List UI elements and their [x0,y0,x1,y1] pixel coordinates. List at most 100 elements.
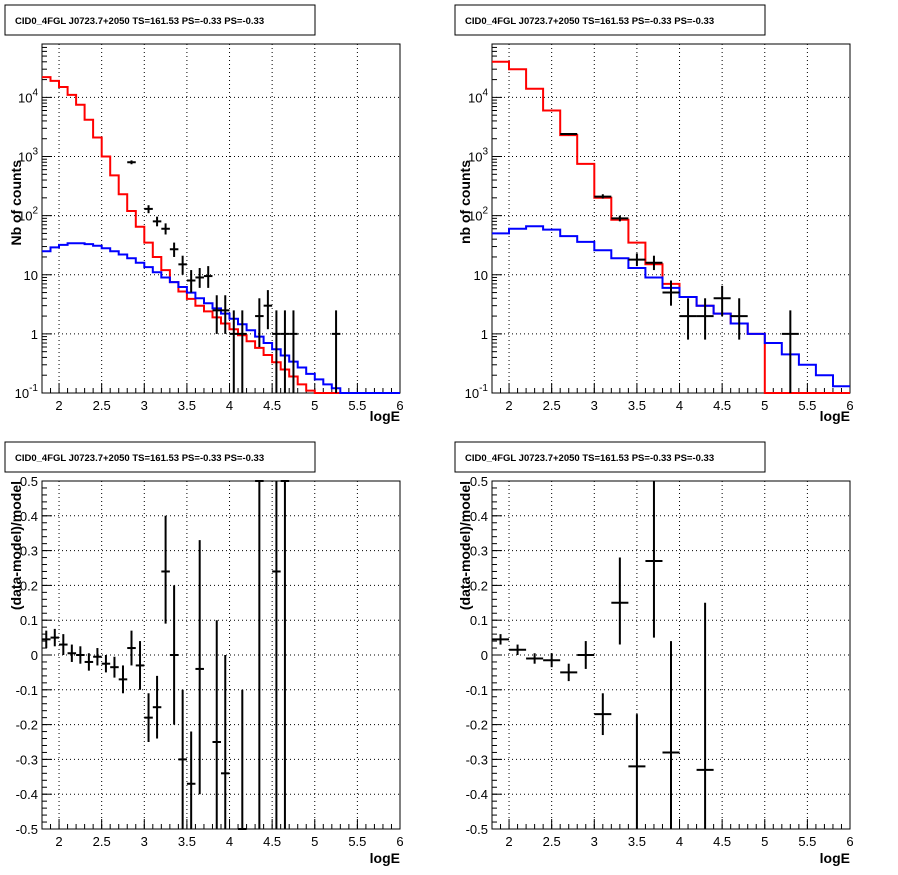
plot-frame [41,43,401,394]
x-tick-label: 5 [311,834,318,849]
y-tick-label: 0.4 [470,509,488,524]
y-tick-label: 10 [474,268,488,283]
x-tick-label: 4.5 [263,398,281,413]
y-tick-label: -0.1 [466,683,488,698]
data-point [628,714,646,829]
x-tick-label: 3.5 [628,398,646,413]
y-tick-label: 102 [18,206,38,224]
x-axis-label: logE [820,408,850,424]
data-point [67,644,77,662]
y-tick-label: 0.2 [470,578,488,593]
data-point [127,160,136,165]
y-tick-label: 103 [18,147,38,165]
data-point [280,480,290,829]
data-point [594,693,612,736]
data-point [76,646,85,664]
data-point [59,634,68,655]
data-point [229,310,239,393]
data-point [186,270,196,293]
y-tick-label: 0 [481,648,488,663]
data-point [272,481,281,829]
chart-title: CID0_4FGL J0723.7+2050 TS=161.53 PS=-0.3… [465,16,714,27]
data-point [238,689,247,830]
x-tick-label: 4 [676,834,683,849]
y-tick-label: 0.5 [20,474,38,489]
data-point [84,653,94,671]
x-tick-label: 2 [55,834,62,849]
x-tick-label: 4.5 [713,398,731,413]
y-tick-label: -0.5 [466,822,488,837]
data-point [611,557,629,645]
data-point [135,641,145,690]
y-tick-label: -0.1 [16,683,38,698]
data-point [492,634,510,645]
data-point [203,266,213,288]
panel-top-left-counts: CID0_4FGL J0723.7+2050 TS=161.53 PS=-0.3… [4,4,404,424]
data-point [161,515,170,624]
x-tick-label: 5.5 [798,834,816,849]
data-point [195,540,204,795]
data-series [42,76,400,394]
y-tick-label: 0.4 [20,509,38,524]
y-tick-label: -0.3 [466,752,488,767]
x-tick-label: 3.5 [178,834,196,849]
y-tick-label: -0.3 [16,752,38,767]
y-tick-label: 0.3 [20,544,38,559]
data-point [645,255,663,271]
data-point [272,310,281,393]
data-point [212,295,221,334]
y-tick-label: 10-1 [15,383,39,401]
axis-ticks: 2 2.5 3 3.5 4 4.5 5 5.5 6 10-1 1 10 102 103 104 [15,43,404,413]
data-point [526,653,544,664]
y-axis-label: Nb of counts [8,160,24,246]
x-tick-label: 2.5 [543,834,561,849]
data-point [110,656,119,678]
panel-top-right-counts: CID0_4FGL J0723.7+2050 TS=161.53 PS=-0.3… [454,4,854,424]
data-point [152,675,162,739]
data-point [263,290,273,330]
x-axis-label: logE [820,850,850,866]
data-point [169,585,179,725]
data-point [255,480,264,829]
data-point [50,628,60,647]
data-series [492,60,850,394]
x-tick-label: 4 [226,398,233,413]
data-point [611,215,629,222]
data-point [101,655,111,673]
axis-ticks: 2 2.5 3 3.5 4 4.5 5 5.5 6 -0.5 -0.4 -0.3 -0.2 -0.1 0 0.… [16,474,404,849]
x-tick-label: 2.5 [93,398,111,413]
data-point [662,280,680,306]
data-point [178,689,187,829]
title-box [454,441,766,473]
x-tick-label: 2.5 [543,398,561,413]
data-point [645,481,663,638]
data-point [280,310,290,393]
data-point [238,310,247,393]
data-point [178,255,187,275]
data-point [696,602,714,829]
data-point [212,620,221,829]
data-point [221,295,230,334]
y-tick-label: 104 [18,87,38,105]
x-axis-label: logE [370,850,400,866]
y-tick-label: 102 [468,206,488,224]
data-point [144,205,153,214]
title-box [4,441,316,473]
data-point [161,223,170,235]
x-tick-label: 6 [396,398,403,413]
y-tick-label: 1 [31,327,38,342]
x-tick-label: 2.5 [93,834,111,849]
gridlines [42,44,400,393]
gridlines [492,44,850,393]
x-tick-label: 2 [505,834,512,849]
x-tick-label: 3 [591,834,598,849]
x-tick-label: 5.5 [348,834,366,849]
model-background-step-line [42,242,400,394]
data-point [331,310,341,393]
data-point [628,253,646,267]
x-tick-label: 3 [591,398,598,413]
x-tick-label: 6 [846,834,853,849]
data-point [195,268,204,288]
y-tick-label: 0.2 [20,578,38,593]
